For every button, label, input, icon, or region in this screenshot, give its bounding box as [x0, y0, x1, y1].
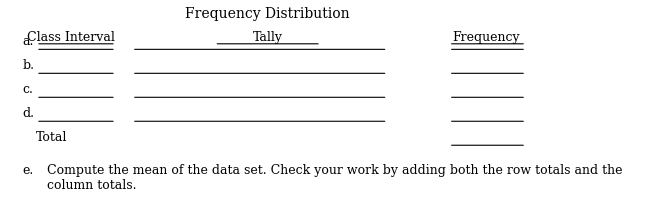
- Text: Frequency: Frequency: [452, 31, 520, 44]
- Text: Class Interval: Class Interval: [27, 31, 114, 44]
- Text: Compute the mean of the data set. Check your work by adding both the row totals : Compute the mean of the data set. Check …: [47, 164, 622, 192]
- Text: Frequency Distribution: Frequency Distribution: [185, 7, 350, 21]
- Text: Tally: Tally: [253, 31, 283, 44]
- Text: e.: e.: [23, 164, 34, 177]
- Text: a.: a.: [23, 35, 34, 48]
- Text: c.: c.: [23, 83, 34, 96]
- Text: d.: d.: [23, 107, 34, 120]
- Text: Total: Total: [36, 131, 68, 144]
- Text: b.: b.: [23, 59, 34, 72]
